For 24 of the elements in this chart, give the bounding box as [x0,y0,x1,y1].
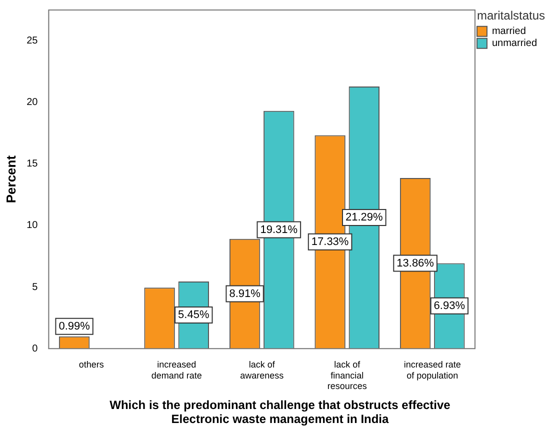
y-tick-label: 20 [26,97,38,108]
data-label: 19.31% [260,224,298,236]
data-label: 13.86% [396,257,434,270]
x-axis-title: Which is the predominant challenge that obstructs effective Electronic waste management in India [108,398,452,426]
data-label: 6.93% [434,300,466,312]
data-label: 8.91% [229,288,261,300]
y-axis-title: Percent [3,154,18,204]
data-label: 5.45% [178,309,210,322]
legend-label: married [492,26,526,38]
legend-label: unmarried [492,38,538,50]
x-tick-label: others [78,359,104,370]
legend-title: maritalstatus [476,8,546,22]
y-tick-label: 25 [26,36,38,47]
y-tick-label: 15 [26,158,38,170]
y-tick-label: 10 [26,220,38,232]
x-tick-label: lack of financial resources [327,359,368,392]
data-label: 21.29% [345,212,384,224]
y-tick-label: 5 [32,282,38,293]
x-tick-label: lack of awareness [240,359,284,380]
x-tick-label: increased demand rate [151,359,202,380]
data-label: 0.99% [58,320,90,332]
y-tick-label: 0 [32,343,38,354]
x-tick-label: increased rate of population [404,359,461,380]
data-label: 17.33% [311,236,349,248]
